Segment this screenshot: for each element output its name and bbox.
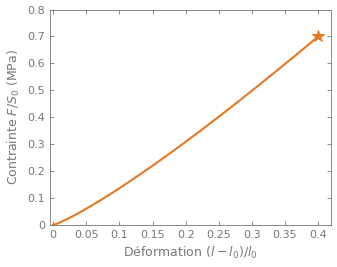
Y-axis label: Contrainte $F/S_0$ (MPa): Contrainte $F/S_0$ (MPa) — [5, 49, 22, 185]
X-axis label: Déformation $(l - l_0)/l_0$: Déformation $(l - l_0)/l_0$ — [123, 245, 258, 261]
